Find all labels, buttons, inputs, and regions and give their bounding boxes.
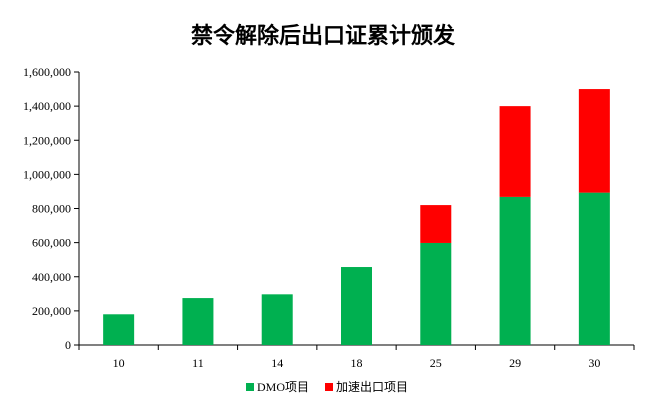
x-tick-label: 11	[192, 356, 204, 370]
bar-dmo-29	[499, 196, 531, 345]
y-tick-label: 1,600,000	[23, 65, 71, 79]
x-tick-label: 29	[509, 356, 521, 370]
legend-swatch	[246, 383, 254, 391]
bar-accelerated-25	[420, 205, 452, 243]
y-tick-label: 0	[65, 338, 71, 352]
legend-label: 加速出口项目	[336, 380, 408, 394]
y-tick-label: 1,400,000	[23, 99, 71, 113]
y-tick-label: 1,200,000	[23, 133, 71, 147]
x-tick-label: 14	[271, 356, 283, 370]
legend: DMO项目 加速出口项目	[246, 380, 408, 394]
legend-swatch	[325, 383, 333, 391]
y-tick-label: 800,000	[32, 202, 71, 216]
x-tick-label: 30	[588, 356, 600, 370]
bar-accelerated-30	[578, 89, 610, 193]
bar-dmo-25	[420, 242, 452, 345]
plot-area: 0 200,000 400,000 600,000 800,000 1,000,000 1,…	[23, 65, 635, 370]
legend-label: DMO项目	[257, 380, 309, 394]
chart-title: 禁令解除后出口证累计颁发	[191, 23, 456, 49]
y-tick-label: 200,000	[32, 304, 71, 318]
x-tick-label: 18	[351, 356, 363, 370]
bar-dmo-14	[261, 294, 293, 345]
x-tick-label: 25	[430, 356, 442, 370]
bar-dmo-10	[103, 314, 135, 345]
y-tick-label: 400,000	[32, 270, 71, 284]
y-tick-label: 1,000,000	[23, 167, 71, 181]
bar-accelerated-29	[499, 106, 531, 197]
bar-dmo-11	[182, 298, 214, 345]
bar-dmo-18	[341, 267, 372, 345]
x-tick-label: 10	[113, 356, 125, 370]
y-tick-label: 600,000	[32, 236, 71, 250]
bar-dmo-30	[578, 192, 610, 345]
